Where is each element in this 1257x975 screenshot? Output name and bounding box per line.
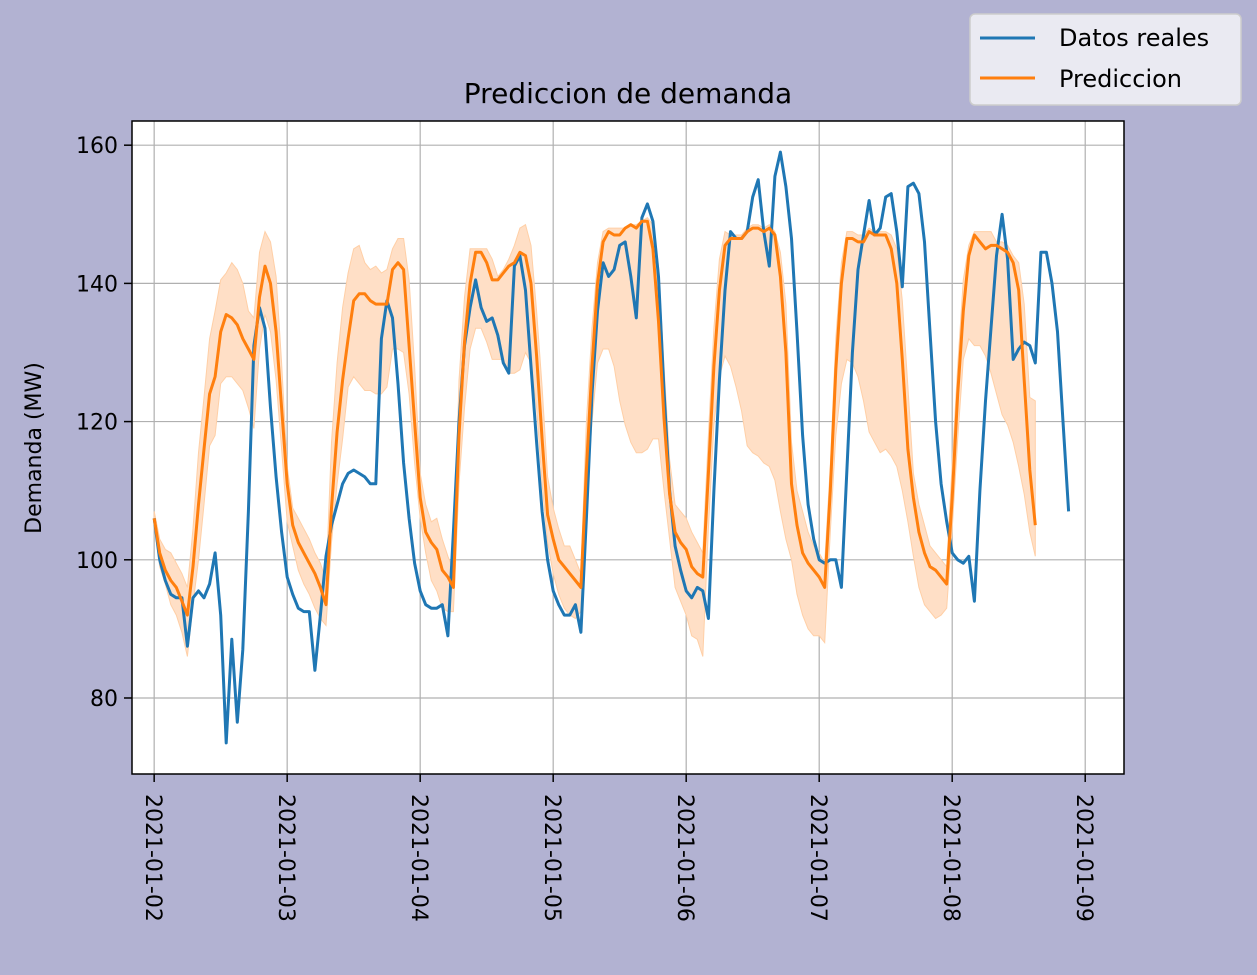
plot-frame: [131, 120, 1125, 775]
y-axis-label: Demanda (MW): [22, 362, 47, 534]
x-tick-label: 2021-01-07: [805, 794, 830, 922]
y-tick-label: 100: [76, 549, 118, 574]
legend: Datos reales Prediccion: [969, 13, 1242, 106]
y-tick-label: 120: [76, 411, 118, 436]
y-tick-label: 160: [76, 134, 118, 159]
chart-title: Prediccion de demanda: [464, 77, 792, 110]
x-tick-label: 2021-01-05: [539, 794, 564, 922]
x-tick-label: 2021-01-08: [938, 794, 963, 922]
actual-demand-line: [152, 150, 1071, 745]
x-tick-label: 2021-01-04: [406, 794, 431, 922]
y-axis-ticks: 80 100 120 140 160: [76, 134, 132, 712]
y-tick-label: 80: [90, 687, 118, 712]
series-layer: [152, 150, 1071, 745]
plot-area: [132, 121, 1124, 774]
legend-label-actual: Datos reales: [1059, 24, 1209, 52]
x-tick-label: 2021-01-06: [672, 794, 697, 922]
x-tick-label: 2021-01-02: [140, 794, 165, 922]
x-tick-label: 2021-01-09: [1071, 794, 1096, 922]
y-tick-label: 140: [76, 272, 118, 297]
legend-label-prediction: Prediccion: [1059, 65, 1182, 93]
x-axis-ticks: 2021-01-02 2021-01-03 2021-01-04 2021-01-05…: [140, 774, 1096, 922]
x-tick-label: 2021-01-03: [273, 794, 298, 922]
prediction-line: [152, 219, 1037, 617]
legend-box: [969, 13, 1242, 106]
